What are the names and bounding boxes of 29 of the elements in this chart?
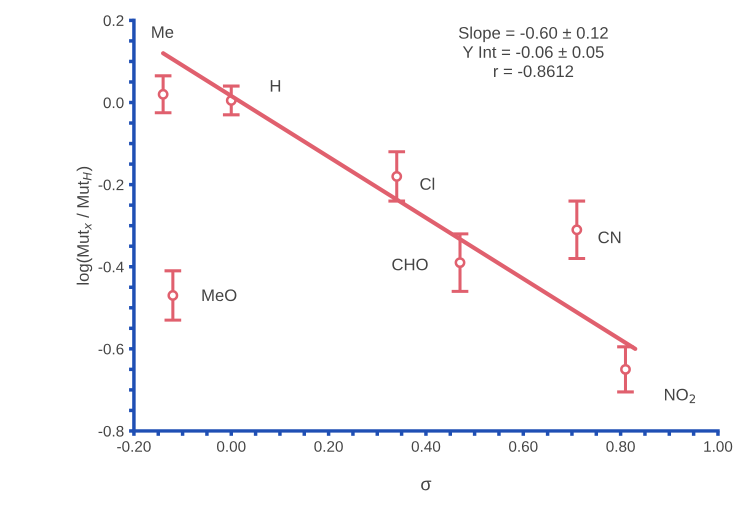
- annotation: NO$_{2}$: [665, 388, 696, 404]
- x-tick-label: 0.80: [606, 441, 635, 452]
- x-tick-label: 0.00: [216, 441, 246, 452]
- point: [571, 224, 582, 236]
- x-tick-label: 1.00: [704, 441, 732, 452]
- annotation: CHO: [392, 258, 428, 270]
- annotation: CN: [598, 231, 620, 244]
- annotation: Cl: [420, 178, 434, 190]
- point: [454, 257, 466, 268]
- x-tick-label: 0.20: [314, 441, 343, 452]
- annotation: H: [270, 80, 280, 92]
- annotation: Slope = -0.60 ± 0.12 Y Int = -0.06 ± 0.05 r = -0.8612: [458, 26, 608, 78]
- y-axis-title: log(Mut$_{x}$ / Mut$_{H}$): [76, 166, 92, 284]
- point: [158, 88, 169, 100]
- y-tick-label: 0.2: [104, 15, 124, 26]
- y-tick-label: -0.8: [98, 426, 124, 437]
- point: [167, 290, 178, 301]
- annotation: MeO: [202, 289, 236, 302]
- y-tick-label: -0.4: [98, 262, 124, 272]
- y-tick-label: 0.0: [104, 97, 124, 108]
- annotation: Me: [152, 26, 174, 38]
- point: [620, 364, 631, 375]
- point: [391, 170, 402, 182]
- y-tick-label: -0.2: [98, 179, 124, 190]
- x-tick-label: 0.40: [412, 441, 440, 452]
- x-axis-title: σ: [421, 480, 432, 490]
- x-tick-label: -0.20: [117, 441, 151, 452]
- y-tick-label: -0.6: [98, 344, 124, 355]
- x-tick-label: 0.60: [509, 441, 538, 452]
